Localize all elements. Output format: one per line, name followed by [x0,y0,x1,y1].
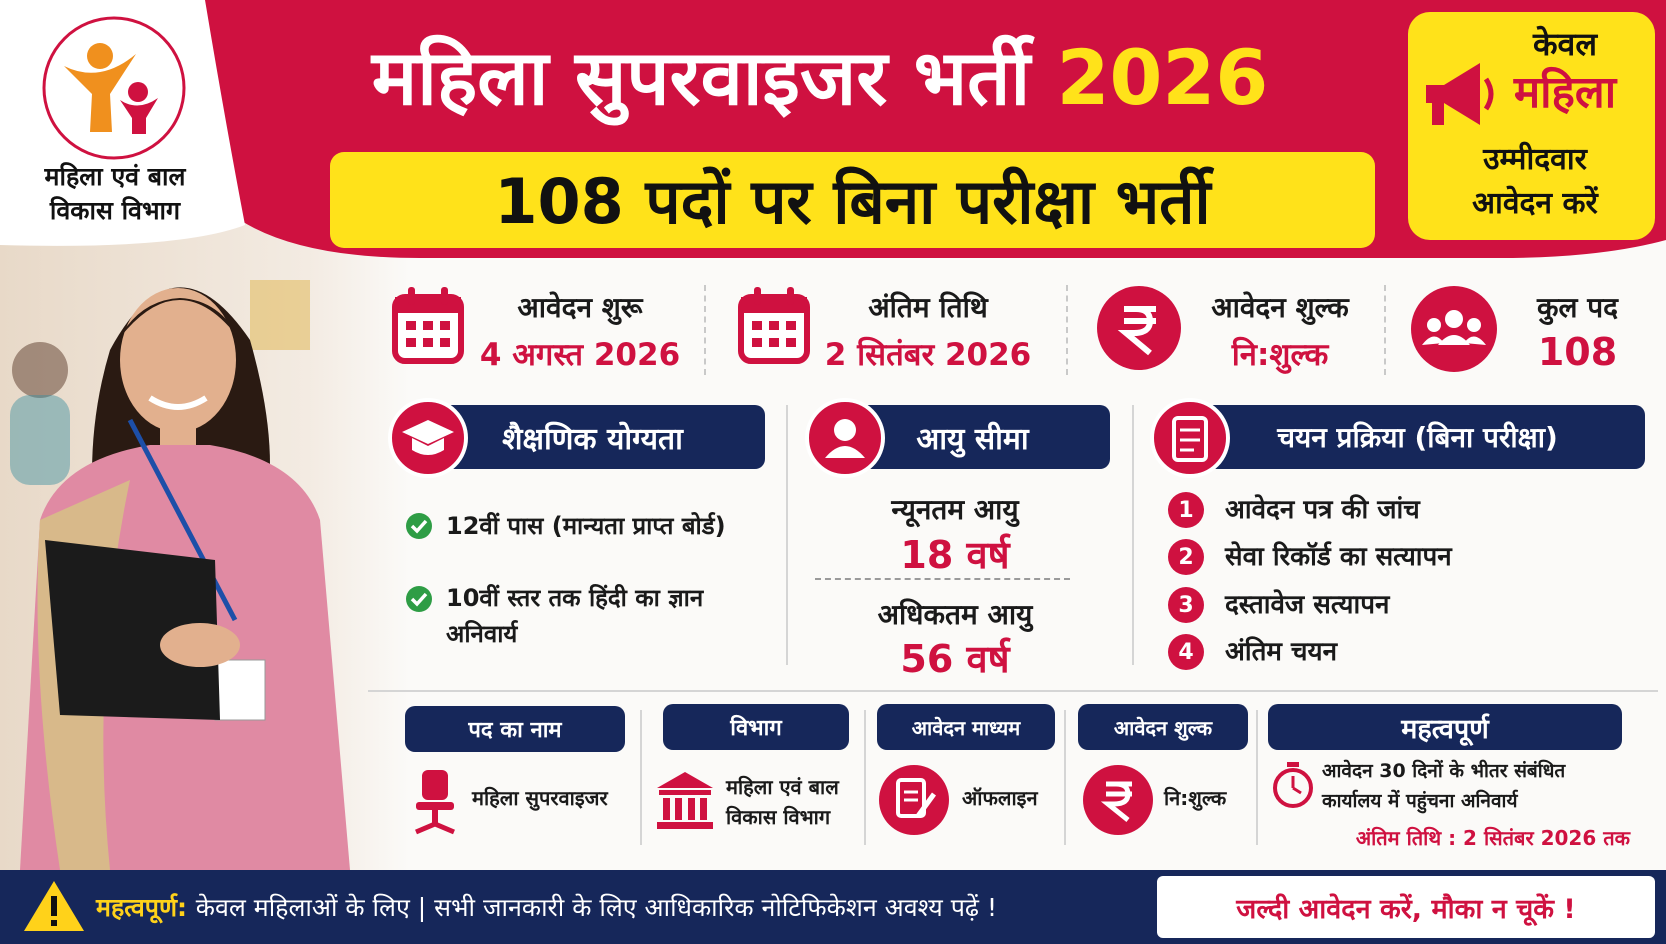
cta: जल्दी आवेदन करें, मौका न चूकें ! [1157,876,1655,938]
step-number: 3 [1168,587,1204,623]
stat-value: 2 सितंबर 2026 [824,337,1032,373]
logo-line: विकास विभाग [49,196,181,225]
calendar-icon [738,287,810,364]
step-text: आवेदन पत्र की जांच [1225,495,1420,525]
badge [1408,12,1655,240]
section-header: शैक्षणिक योग्यता [420,405,765,469]
age-value: 56 वर्ष [900,637,1010,681]
badge-line: महिला [1513,67,1617,118]
warning-icon [24,881,84,931]
megaphone-icon [1426,63,1494,125]
deadline: अंतिम तिथि : 2 सितंबर 2026 तक [1355,826,1630,850]
card-text: ऑफलाइन [962,786,1038,810]
card-title: आवेदन शुल्क [1078,704,1248,750]
badge-text: केवल महिला [1480,22,1650,120]
chair-icon [415,770,455,835]
stat-value: 4 अगस्त 2026 [479,337,681,373]
check-icon [406,586,432,612]
cap-icon [388,398,468,478]
step-number: 4 [1168,634,1204,670]
badge-line: केवल [1532,25,1598,63]
photo [0,220,410,870]
card-text: आवेदन 30 दिनों के भीतर संबंधित कार्यालय … [1322,760,1566,812]
person-icon [805,398,885,478]
subtitle: 108 पदों पर बिना परीक्षा भर्ती [330,152,1375,248]
card-title: विभाग [663,704,849,750]
building-icon [657,772,713,829]
divider [1256,710,1258,845]
timer-icon [1273,762,1313,808]
divider [1066,285,1068,375]
footer-label: महत्वपूर्ण: [96,893,188,922]
divider [368,690,1658,692]
stat-value: नि:शुल्क [1231,337,1329,373]
calendar-icon [392,287,464,364]
section-header: चयन प्रक्रिया (बिना परीक्षा) [1190,405,1645,469]
divider [864,710,866,845]
divider [1384,285,1386,375]
qualification-item: 12वीं पास (मान्यता प्राप्त बोर्ड) [446,512,726,540]
divider [815,578,1070,580]
age-value: 18 वर्ष [900,533,1010,577]
badge-text: उम्मीदवार आवेदन करें [1420,138,1650,226]
card-title: महत्वपूर्ण [1268,704,1622,750]
logo-line: महिला एवं बाल [44,162,186,191]
divider [640,710,642,845]
age-label: अधिकतम आयु [877,598,1033,631]
rupee-icon [1097,286,1181,370]
card-title: पद का नाम [405,706,625,752]
step-text: दस्तावेज सत्यापन [1225,590,1390,620]
age-label: न्यूनतम आयु [891,493,1019,526]
group-icon [1411,286,1497,372]
step-text: अंतिम चयन [1225,637,1338,667]
logo-text: महिला एवं बाल विकास विभाग [20,160,210,228]
rupee-icon [1083,765,1153,835]
footer-text: महत्वपूर्ण: केवल महिलाओं के लिए | सभी जा… [96,890,1136,924]
title-text: महिला सुपरवाइजर भर्ती [371,33,1031,122]
card-title: आवेदन माध्यम [877,704,1055,750]
form-icon [879,765,949,835]
logo-icon [42,16,186,160]
divider [1064,710,1066,845]
stat-label: आवेदन शुल्क [1211,291,1349,324]
divider [786,405,788,665]
card-text: नि:शुल्क [1164,786,1227,810]
step-text: सेवा रिकॉर्ड का सत्यापन [1225,542,1452,572]
step-number: 1 [1168,492,1204,528]
stat-label: कुल पद [1536,291,1618,324]
step-number: 2 [1168,539,1204,575]
qualification-item: 10वीं स्तर तक हिंदी का ज्ञान अनिवार्य [446,584,704,648]
stat-label: आवेदन शुरू [517,291,643,324]
stat-label: अंतिम तिथि [868,291,988,324]
check-icon [406,513,432,539]
card-text: महिला एवं बाल विकास विभाग [726,775,839,829]
footer-message: केवल महिलाओं के लिए | सभी जानकारी के लिए… [195,893,997,922]
divider [704,285,706,375]
badge-line: आवेदन करें [1472,186,1598,221]
card-text: महिला सुपरवाइजर [472,786,608,810]
stat-value: 108 [1537,330,1618,374]
title: महिला सुपरवाइजर भर्ती 2026 [250,28,1390,128]
divider [1132,405,1134,665]
checklist-icon [1150,398,1230,478]
title-year: 2026 [1056,33,1269,122]
badge-line: उम्मीदवार [1483,142,1587,177]
